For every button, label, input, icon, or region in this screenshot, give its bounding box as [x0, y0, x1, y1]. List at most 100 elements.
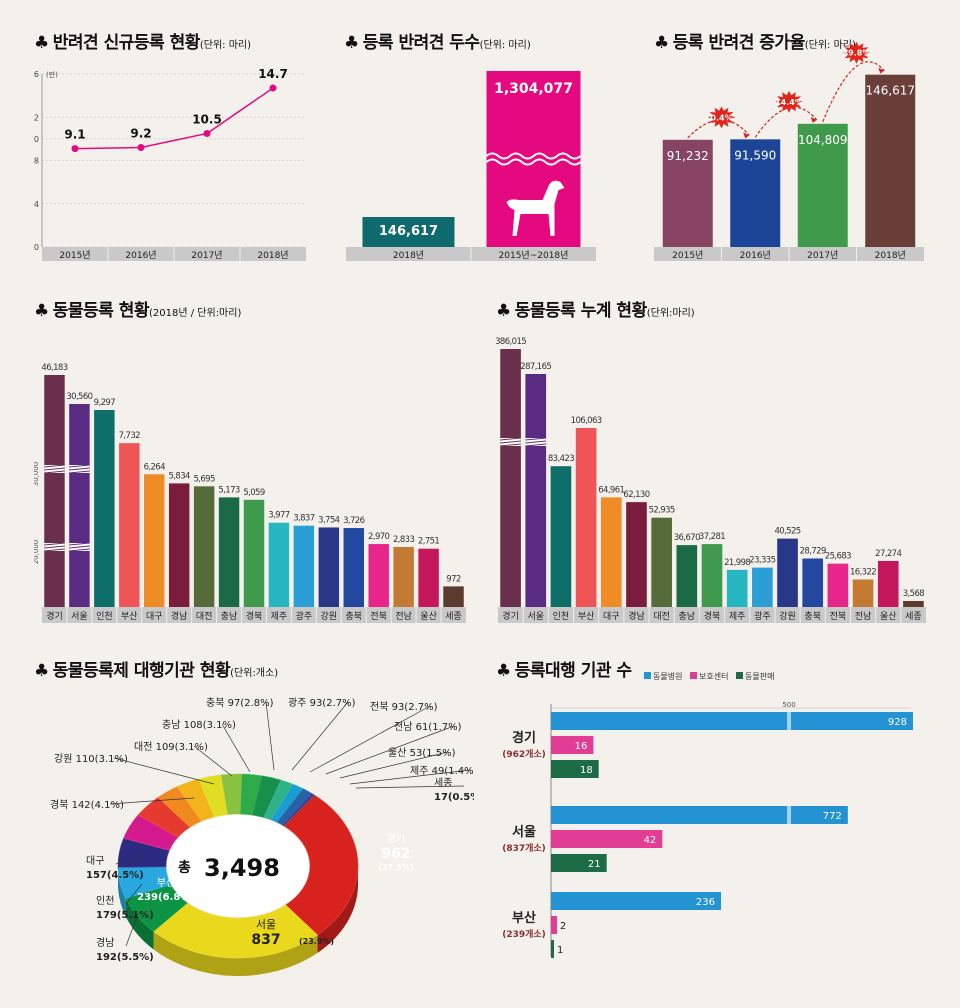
bar — [626, 502, 647, 607]
data-label: 146,617 — [865, 84, 915, 98]
x-tick-label: 경북 — [246, 610, 263, 622]
axis-break-wave — [485, 152, 582, 160]
y-tick-label: 8 — [34, 157, 39, 166]
slice-pct: (23.9%) — [299, 937, 334, 946]
slice-label: 충남 108(3.1%) — [162, 719, 236, 731]
y-tick-label: 12 — [34, 113, 39, 122]
data-label: 386,015 — [496, 337, 526, 347]
x-tick-label: 전북 — [830, 611, 847, 622]
bar — [168, 483, 190, 607]
x-tick-label: 강원 — [321, 611, 338, 622]
slice-name: 부산 — [157, 877, 175, 889]
axis-break-wave — [485, 158, 582, 166]
bar — [486, 71, 581, 247]
x-tick-label: 울산 — [880, 611, 897, 622]
bar — [550, 466, 572, 607]
data-label: 21 — [588, 859, 601, 870]
x-tick-label: 2015년 — [672, 250, 703, 261]
x-tick-label: 제주 — [729, 611, 746, 622]
axis-break-hatch — [44, 542, 65, 552]
y-tick-label: 0 — [34, 243, 39, 252]
data-label: 9.1 — [64, 128, 85, 142]
cumulative-registration-title: ♣ 동물등록 누계 현황(단위:마리) — [496, 301, 695, 321]
bar — [243, 499, 265, 607]
x-tick-label: 2018년 — [257, 250, 288, 261]
growth-label: 14.4% — [775, 98, 803, 107]
data-label: 772 — [823, 811, 842, 822]
group-name: 경기 — [512, 730, 536, 746]
club-icon: ♣ — [496, 661, 511, 681]
bar — [551, 892, 721, 910]
data-label: 5,059 — [243, 488, 265, 498]
bar — [551, 854, 607, 872]
bar — [852, 579, 874, 607]
data-label: 64,961 — [598, 485, 624, 495]
group-name: 서울 — [512, 824, 536, 840]
legend-label: 동물판매 — [745, 672, 774, 681]
x-tick-label: 경기 — [502, 610, 519, 622]
axis-break-band — [787, 712, 791, 730]
x-tick-label: 울산 — [420, 611, 437, 622]
donut-side-wall — [153, 931, 318, 976]
y-tick-label: 16 — [34, 70, 39, 79]
bar — [293, 525, 315, 607]
leader-line — [113, 757, 215, 785]
slice-name: 경기 — [387, 832, 405, 845]
bar — [94, 410, 115, 607]
slice-label: 239(6.8%) — [137, 892, 195, 903]
agency-status-panel: ♣ 동물등록제 대행기관 현황(단위:개소) 총 3,498 경기 962 (27.5%)… — [34, 656, 474, 1006]
growth-rate-bar-chart: 91,232 2015년 91,590 2016년 104,809 2017년 146,61… — [654, 41, 924, 261]
bar — [676, 545, 698, 607]
leader-line — [125, 913, 139, 947]
bar — [443, 586, 464, 607]
slice-label: 울산 53(1.5%) — [388, 747, 456, 759]
bar — [69, 404, 90, 607]
slice-pct: (27.5%) — [378, 863, 413, 872]
slice-label: 제주 49(1.4%) — [410, 765, 474, 777]
bar — [193, 486, 215, 607]
x-tick-label: 대구 — [603, 611, 620, 622]
y-tick-label: 10 — [34, 135, 39, 144]
donut-side-wall — [118, 867, 126, 917]
growth-burst-icon — [775, 90, 803, 113]
x-tick-label: 충북 — [345, 611, 362, 622]
bar — [368, 544, 389, 607]
data-label: 1,304,077 — [494, 81, 573, 97]
leader-line — [125, 883, 143, 905]
data-point — [137, 144, 145, 152]
x-tick-label: 서울 — [71, 611, 88, 622]
group-name: 부산 — [512, 910, 536, 926]
bar — [268, 522, 290, 607]
slice-label: 192(5.5%) — [96, 952, 154, 963]
legend-label: 동물병원 — [653, 672, 682, 681]
x-tick-label: 전북 — [370, 611, 387, 622]
data-label: 18 — [580, 765, 593, 776]
slice-name: 세종 — [434, 777, 452, 789]
data-label: 6,264 — [144, 462, 166, 472]
registered-dogs-title: ♣ 등록 반려견 두수(단위: 마리) — [344, 33, 531, 53]
data-label: 287,165 — [520, 362, 551, 372]
club-icon: ♣ — [344, 33, 359, 53]
data-label: 2,751 — [418, 537, 440, 547]
bar — [218, 497, 240, 607]
data-label: 7,732 — [119, 431, 141, 441]
new-registration-panel: ♣반려견 신규등록 현황(단위: 마리) 0 4 8 10 12 16 (만) 2015년 20… — [34, 28, 316, 268]
data-label: 83,423 — [548, 454, 574, 464]
y-tick-label: 4 — [34, 200, 39, 209]
data-label: 46,183 — [41, 363, 67, 373]
data-label: 3,726 — [343, 516, 365, 526]
axis-break-hatch — [69, 542, 90, 552]
x-tick-label: 2018년 — [875, 250, 906, 261]
bar — [600, 497, 622, 607]
data-label: 104,809 — [798, 133, 848, 147]
bar — [752, 567, 773, 607]
club-icon: ♣ — [34, 33, 49, 53]
x-tick-label: 제주 — [271, 611, 288, 622]
bar — [551, 736, 594, 754]
axis-break-hatch — [44, 464, 65, 474]
axis-break-hatch — [69, 464, 90, 474]
data-point — [71, 145, 79, 153]
bar — [318, 527, 340, 607]
slice-label: 전남 61(1.7%) — [394, 721, 462, 733]
